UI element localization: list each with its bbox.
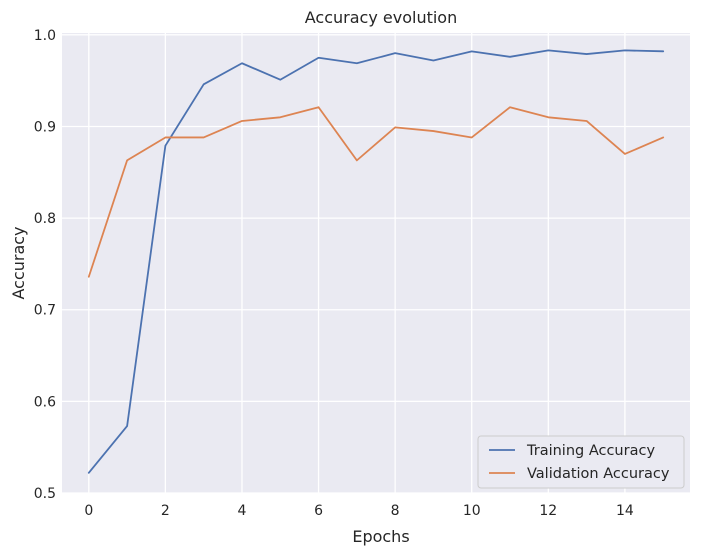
x-tick-label: 14 (616, 503, 634, 519)
x-tick-labels: 0 2 4 6 8 10 12 14 (84, 503, 634, 519)
y-tick-label: 0.6 (34, 394, 56, 410)
y-tick-label: 0.8 (34, 211, 56, 227)
y-tick-label: 0.5 (34, 486, 56, 502)
validation-accuracy-line (87, 106, 665, 278)
x-tick-label: 6 (314, 503, 323, 519)
legend-box (477, 435, 685, 489)
x-tick-label: 2 (161, 503, 170, 519)
x-gridlines (88, 33, 626, 493)
y-axis-label: Accuracy (9, 226, 28, 299)
y-tick-label: 0.9 (34, 119, 56, 135)
y-tick-labels: 0.5 0.6 0.7 0.8 0.9 1.0 (34, 28, 56, 502)
legend-label-validation: Validation Accuracy (527, 466, 670, 482)
x-tick-label: 8 (391, 503, 400, 519)
y-gridlines (62, 34, 690, 494)
series-lines (87, 49, 665, 474)
x-tick-label: 12 (539, 503, 557, 519)
training-accuracy-line (87, 49, 665, 474)
plot-area (62, 33, 690, 493)
x-tick-label: 10 (463, 503, 481, 519)
x-tick-label: 4 (238, 503, 247, 519)
x-tick-label: 0 (84, 503, 93, 519)
x-axis-label: Epochs (352, 527, 409, 546)
legend-label-training: Training Accuracy (526, 443, 655, 459)
legend: Training Accuracy Validation Accuracy (477, 435, 685, 489)
chart-title: Accuracy evolution (305, 8, 457, 27)
y-tick-label: 0.7 (34, 303, 56, 319)
y-tick-label: 1.0 (34, 28, 56, 44)
